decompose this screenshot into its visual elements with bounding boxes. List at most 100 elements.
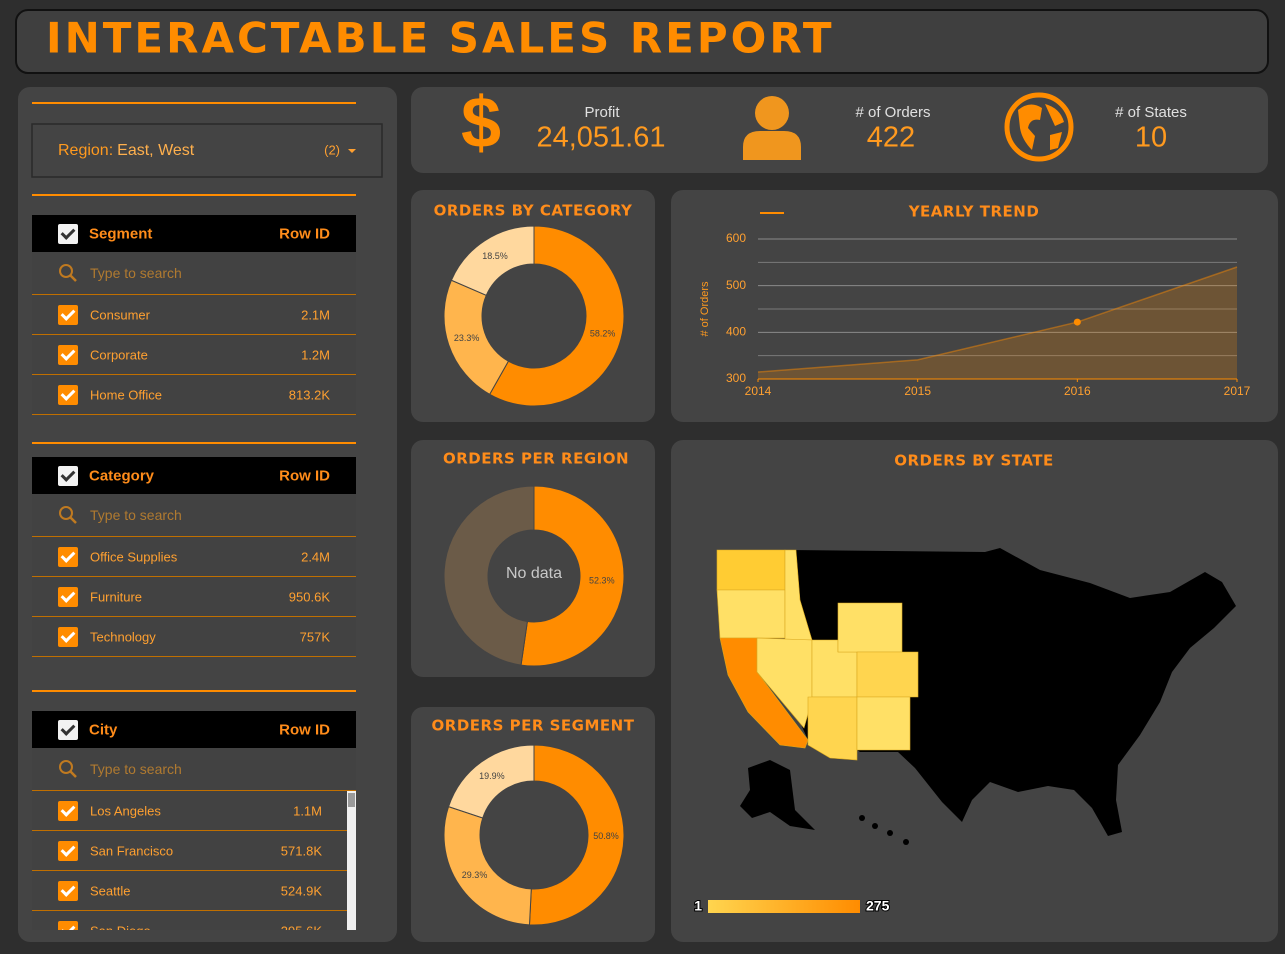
page-title: INTERACTABLE SALES REPORT xyxy=(46,14,834,63)
y-tick-label: 400 xyxy=(726,325,746,339)
x-tick-label: 2017 xyxy=(1224,384,1251,398)
select-all-checkbox[interactable] xyxy=(58,719,78,740)
dropdown-arrow xyxy=(348,149,356,153)
kpi-label: Profit xyxy=(584,104,620,121)
scroll-thumb[interactable] xyxy=(348,793,355,807)
filter-list: Category Row ID Type to search Office Suppl… xyxy=(32,457,356,657)
search-icon xyxy=(59,264,77,282)
alaska xyxy=(740,760,815,830)
profit-icon: $ xyxy=(461,83,501,163)
filter-row[interactable]: Home Office 813.2K xyxy=(32,375,356,415)
filter-row[interactable]: Corporate 1.2M xyxy=(32,335,356,375)
chart-title: ORDERS BY CATEGORY xyxy=(434,202,633,220)
row-checkbox[interactable] xyxy=(58,840,78,861)
column-title: Row ID xyxy=(279,721,330,738)
filter-row[interactable]: Los Angeles 1.1M xyxy=(32,791,356,831)
row-value: 950.6K xyxy=(288,589,330,604)
header-bar xyxy=(15,9,1269,74)
chart-title: YEARLY TREND xyxy=(908,203,1040,221)
search-box[interactable]: Type to search xyxy=(32,252,356,295)
row-checkbox[interactable] xyxy=(58,344,78,365)
search-box[interactable]: Type to search xyxy=(32,748,356,791)
region-dropdown[interactable] xyxy=(31,123,383,178)
row-name: San Diego xyxy=(90,923,151,930)
search-placeholder: Type to search xyxy=(90,761,182,777)
filter-row[interactable]: Consumer 2.1M xyxy=(32,295,356,335)
filter-row[interactable]: Technology 757K xyxy=(32,617,356,657)
y-tick-label: 300 xyxy=(726,371,746,385)
region-filter: Region: East, West xyxy=(58,142,195,159)
search-box[interactable]: Type to search xyxy=(32,494,356,537)
row-checkbox[interactable] xyxy=(58,800,78,821)
chart-title: ORDERS BY STATE xyxy=(894,452,1054,470)
x-tick-label: 2015 xyxy=(904,384,931,398)
hawaii xyxy=(872,823,878,829)
row-name: Consumer xyxy=(90,307,150,322)
search-placeholder: Type to search xyxy=(90,265,182,281)
filter-row[interactable]: Furniture 950.6K xyxy=(32,577,356,617)
row-name: Home Office xyxy=(90,387,163,402)
x-tick-label: 2014 xyxy=(745,384,772,398)
state[interactable] xyxy=(716,549,786,591)
kpi-value: 24,051.61 xyxy=(536,122,665,154)
state[interactable] xyxy=(856,696,911,751)
region-label: Region: xyxy=(58,142,113,159)
center-text: No data xyxy=(506,565,562,582)
person-icon-body xyxy=(743,131,801,160)
donut-slice xyxy=(450,225,535,297)
slice-label: 50.8% xyxy=(593,831,619,841)
select-all-checkbox[interactable] xyxy=(58,223,78,244)
row-checkbox[interactable] xyxy=(58,920,78,930)
search-icon xyxy=(59,506,77,524)
slice-label: 52.3% xyxy=(589,575,615,585)
filter-header: Category Row ID xyxy=(32,457,356,494)
row-value: 757K xyxy=(299,629,330,644)
scrollbar[interactable] xyxy=(347,791,356,930)
state[interactable] xyxy=(856,651,919,698)
state[interactable] xyxy=(837,602,903,653)
y-tick-label: 500 xyxy=(726,278,746,292)
row-value: 395.6K xyxy=(281,923,322,930)
filter-list: City Row ID Type to search Los Angeles 1.1M S… xyxy=(32,711,356,930)
row-checkbox[interactable] xyxy=(58,880,78,901)
row-checkbox[interactable] xyxy=(58,546,78,567)
slice-label: 29.3% xyxy=(462,870,488,880)
filter-title: Category xyxy=(89,467,155,484)
donut-slice xyxy=(443,485,535,666)
globe-icon-land xyxy=(1018,104,1064,150)
filter-row[interactable]: Office Supplies 2.4M xyxy=(32,537,356,577)
row-checkbox[interactable] xyxy=(58,384,78,405)
row-checkbox[interactable] xyxy=(58,304,78,325)
row-name: Office Supplies xyxy=(90,549,178,564)
row-name: Seattle xyxy=(90,883,131,898)
row-value: 1.2M xyxy=(301,347,330,362)
globe-icon xyxy=(1004,92,1074,162)
region-value: East, West xyxy=(117,142,195,159)
donut-slice xyxy=(447,744,535,819)
filter-row[interactable]: San Francisco 571.8K xyxy=(32,831,356,871)
filter-row[interactable]: Seattle 524.9K xyxy=(32,871,356,911)
trend-panel xyxy=(671,190,1278,422)
filter-title: City xyxy=(89,721,118,738)
trend-line xyxy=(757,266,1238,373)
select-all-checkbox[interactable] xyxy=(58,465,78,486)
row-value: 571.8K xyxy=(280,843,322,858)
row-name: Corporate xyxy=(90,347,148,362)
state[interactable] xyxy=(807,696,858,761)
colorbar xyxy=(708,900,860,913)
colorbar-min: 1 xyxy=(694,898,702,914)
row-checkbox[interactable] xyxy=(58,586,78,607)
colorbar-max: 275 xyxy=(866,898,890,914)
kpi-label: # of States xyxy=(1115,104,1187,121)
filter-row[interactable]: San Diego 395.6K xyxy=(32,911,356,930)
search-icon xyxy=(59,760,77,778)
column-title: Row ID xyxy=(279,467,330,484)
search-placeholder: Type to search xyxy=(90,507,182,523)
slice-label: 18.5% xyxy=(482,251,508,261)
donut-slice xyxy=(528,744,625,926)
y-axis-label: # of Orders xyxy=(699,281,711,337)
chart-title: ORDERS PER SEGMENT xyxy=(432,717,635,735)
row-checkbox[interactable] xyxy=(58,626,78,647)
state[interactable] xyxy=(716,589,786,639)
